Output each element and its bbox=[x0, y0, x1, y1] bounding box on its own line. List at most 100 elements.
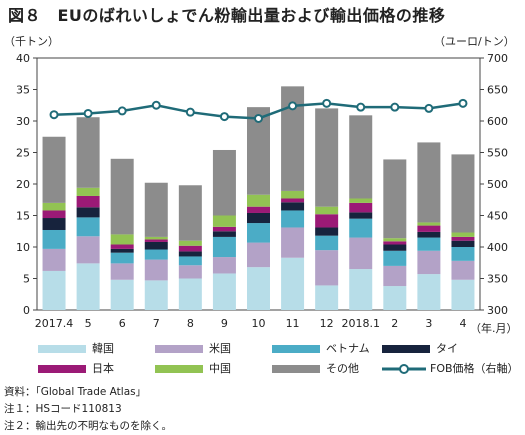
left-tick-label-7: 35 bbox=[16, 84, 30, 97]
fob-price-point-6 bbox=[254, 113, 263, 123]
legend-label-other: その他 bbox=[326, 362, 359, 375]
legend-label-japan: 日本 bbox=[92, 362, 114, 375]
bar-korea-9 bbox=[349, 269, 373, 310]
bar-china-9 bbox=[349, 198, 373, 203]
bar-china-0 bbox=[42, 202, 66, 211]
legend-item-other: その他 bbox=[272, 360, 359, 376]
left-axis-unit: （千トン） bbox=[4, 35, 59, 48]
bar-china-12 bbox=[451, 232, 475, 237]
bar-other-9 bbox=[349, 115, 373, 199]
bar-usa-11 bbox=[417, 250, 441, 275]
x-tick-label-0: 2017.4 bbox=[35, 317, 74, 330]
fob-price-point-9 bbox=[356, 102, 366, 112]
bar-korea-0 bbox=[42, 270, 66, 310]
bar-korea-7 bbox=[281, 257, 305, 310]
bar-other-12 bbox=[451, 154, 475, 233]
legend-label-fob: FOB価格（右軸） bbox=[430, 362, 519, 375]
bar-china-2 bbox=[110, 234, 134, 245]
right-tick-label-2: 400 bbox=[487, 241, 508, 254]
bar-thailand-8 bbox=[315, 227, 339, 236]
fob-price-point-2 bbox=[117, 106, 127, 116]
bar-japan-9 bbox=[349, 202, 373, 213]
bar-korea-10 bbox=[383, 286, 407, 310]
bar-china-4 bbox=[178, 240, 202, 246]
bar-thailand-0 bbox=[42, 218, 66, 230]
bar-usa-4 bbox=[178, 265, 202, 279]
fob-price-point-5 bbox=[219, 112, 229, 122]
x-tick-label-1: 5 bbox=[85, 317, 92, 330]
bar-korea-11 bbox=[417, 274, 441, 310]
bar-thailand-1 bbox=[76, 207, 100, 218]
bar-usa-7 bbox=[281, 227, 305, 258]
bar-japan-7 bbox=[281, 198, 305, 203]
bar-other-6 bbox=[247, 107, 270, 195]
bar-japan-2 bbox=[110, 244, 134, 249]
bar-china-1 bbox=[76, 187, 100, 196]
bar-japan-5 bbox=[212, 226, 236, 232]
bar-vietnam-4 bbox=[178, 256, 202, 266]
bar-usa-9 bbox=[349, 237, 373, 270]
left-tick-label-1: 5 bbox=[23, 273, 30, 286]
bar-japan-6 bbox=[247, 206, 270, 213]
legend-swatch-japan bbox=[38, 365, 86, 373]
bar-usa-10 bbox=[383, 265, 407, 287]
bar-usa-8 bbox=[315, 250, 339, 286]
bar-china-7 bbox=[281, 190, 305, 199]
figure-title: 図８ EUのばれいしょでん粉輸出量および輸出価格の推移 bbox=[8, 6, 446, 25]
bar-usa-3 bbox=[144, 259, 168, 281]
left-tick-label-6: 30 bbox=[16, 115, 30, 128]
legend-item-fob: FOB価格（右軸） bbox=[382, 360, 519, 376]
bar-vietnam-8 bbox=[315, 235, 339, 251]
left-tick-label-5: 25 bbox=[16, 147, 30, 160]
legend-label-vietnam: ベトナム bbox=[326, 342, 370, 355]
bar-vietnam-11 bbox=[417, 237, 441, 251]
bar-china-8 bbox=[315, 206, 339, 215]
legend-label-china: 中国 bbox=[209, 362, 231, 375]
x-tick-label-7: 11 bbox=[286, 317, 300, 330]
bar-japan-0 bbox=[42, 210, 66, 219]
footnotes: 資料：「Global Trade Atlas」 注１：HSコード110813 注… bbox=[4, 384, 172, 435]
legend-item-vietnam: ベトナム bbox=[272, 340, 370, 356]
legend-item-korea: 韓国 bbox=[38, 340, 114, 356]
bar-korea-12 bbox=[451, 279, 475, 310]
bar-usa-12 bbox=[451, 260, 475, 280]
bar-china-3 bbox=[144, 236, 168, 240]
fob-price-point-4 bbox=[185, 107, 195, 117]
bar-korea-5 bbox=[212, 273, 236, 310]
bar-usa-6 bbox=[247, 242, 270, 268]
fob-price-point-11 bbox=[424, 103, 434, 113]
bar-thailand-6 bbox=[247, 212, 270, 224]
left-tick-label-8: 40 bbox=[16, 52, 30, 65]
bar-china-6 bbox=[247, 194, 270, 207]
bar-korea-2 bbox=[110, 279, 134, 310]
bar-vietnam-1 bbox=[76, 217, 100, 237]
right-tick-label-3: 450 bbox=[487, 210, 508, 223]
bar-other-11 bbox=[417, 142, 441, 223]
bar-vietnam-3 bbox=[144, 249, 168, 260]
bar-other-5 bbox=[212, 149, 236, 216]
bar-japan-8 bbox=[315, 214, 339, 228]
bar-other-7 bbox=[281, 86, 305, 191]
bar-usa-2 bbox=[110, 263, 134, 280]
fob-price-point-7 bbox=[288, 101, 298, 111]
bar-korea-3 bbox=[144, 280, 168, 310]
x-tick-label-11: 3 bbox=[425, 317, 432, 330]
bar-japan-3 bbox=[144, 239, 168, 242]
x-axis-unit: （年.月） bbox=[470, 322, 518, 335]
legend-label-usa: 米国 bbox=[209, 342, 231, 355]
bar-thailand-9 bbox=[349, 212, 373, 219]
bar-vietnam-7 bbox=[281, 210, 305, 228]
right-tick-label-5: 550 bbox=[487, 147, 508, 160]
fob-price-point-3 bbox=[151, 100, 161, 110]
legend-item-japan: 日本 bbox=[38, 360, 114, 376]
bar-other-1 bbox=[76, 117, 100, 188]
legend-swatch-usa bbox=[155, 345, 203, 353]
bar-other-8 bbox=[315, 108, 339, 207]
legend-item-thailand: タイ bbox=[382, 340, 458, 356]
bar-other-3 bbox=[144, 182, 168, 237]
legend-swatch-china bbox=[155, 365, 203, 373]
note-exclusion: 注２：輸出先の不明なものを除く。 bbox=[4, 420, 172, 432]
bar-other-4 bbox=[178, 185, 202, 241]
x-tick-label-9: 2018.1 bbox=[341, 317, 380, 330]
